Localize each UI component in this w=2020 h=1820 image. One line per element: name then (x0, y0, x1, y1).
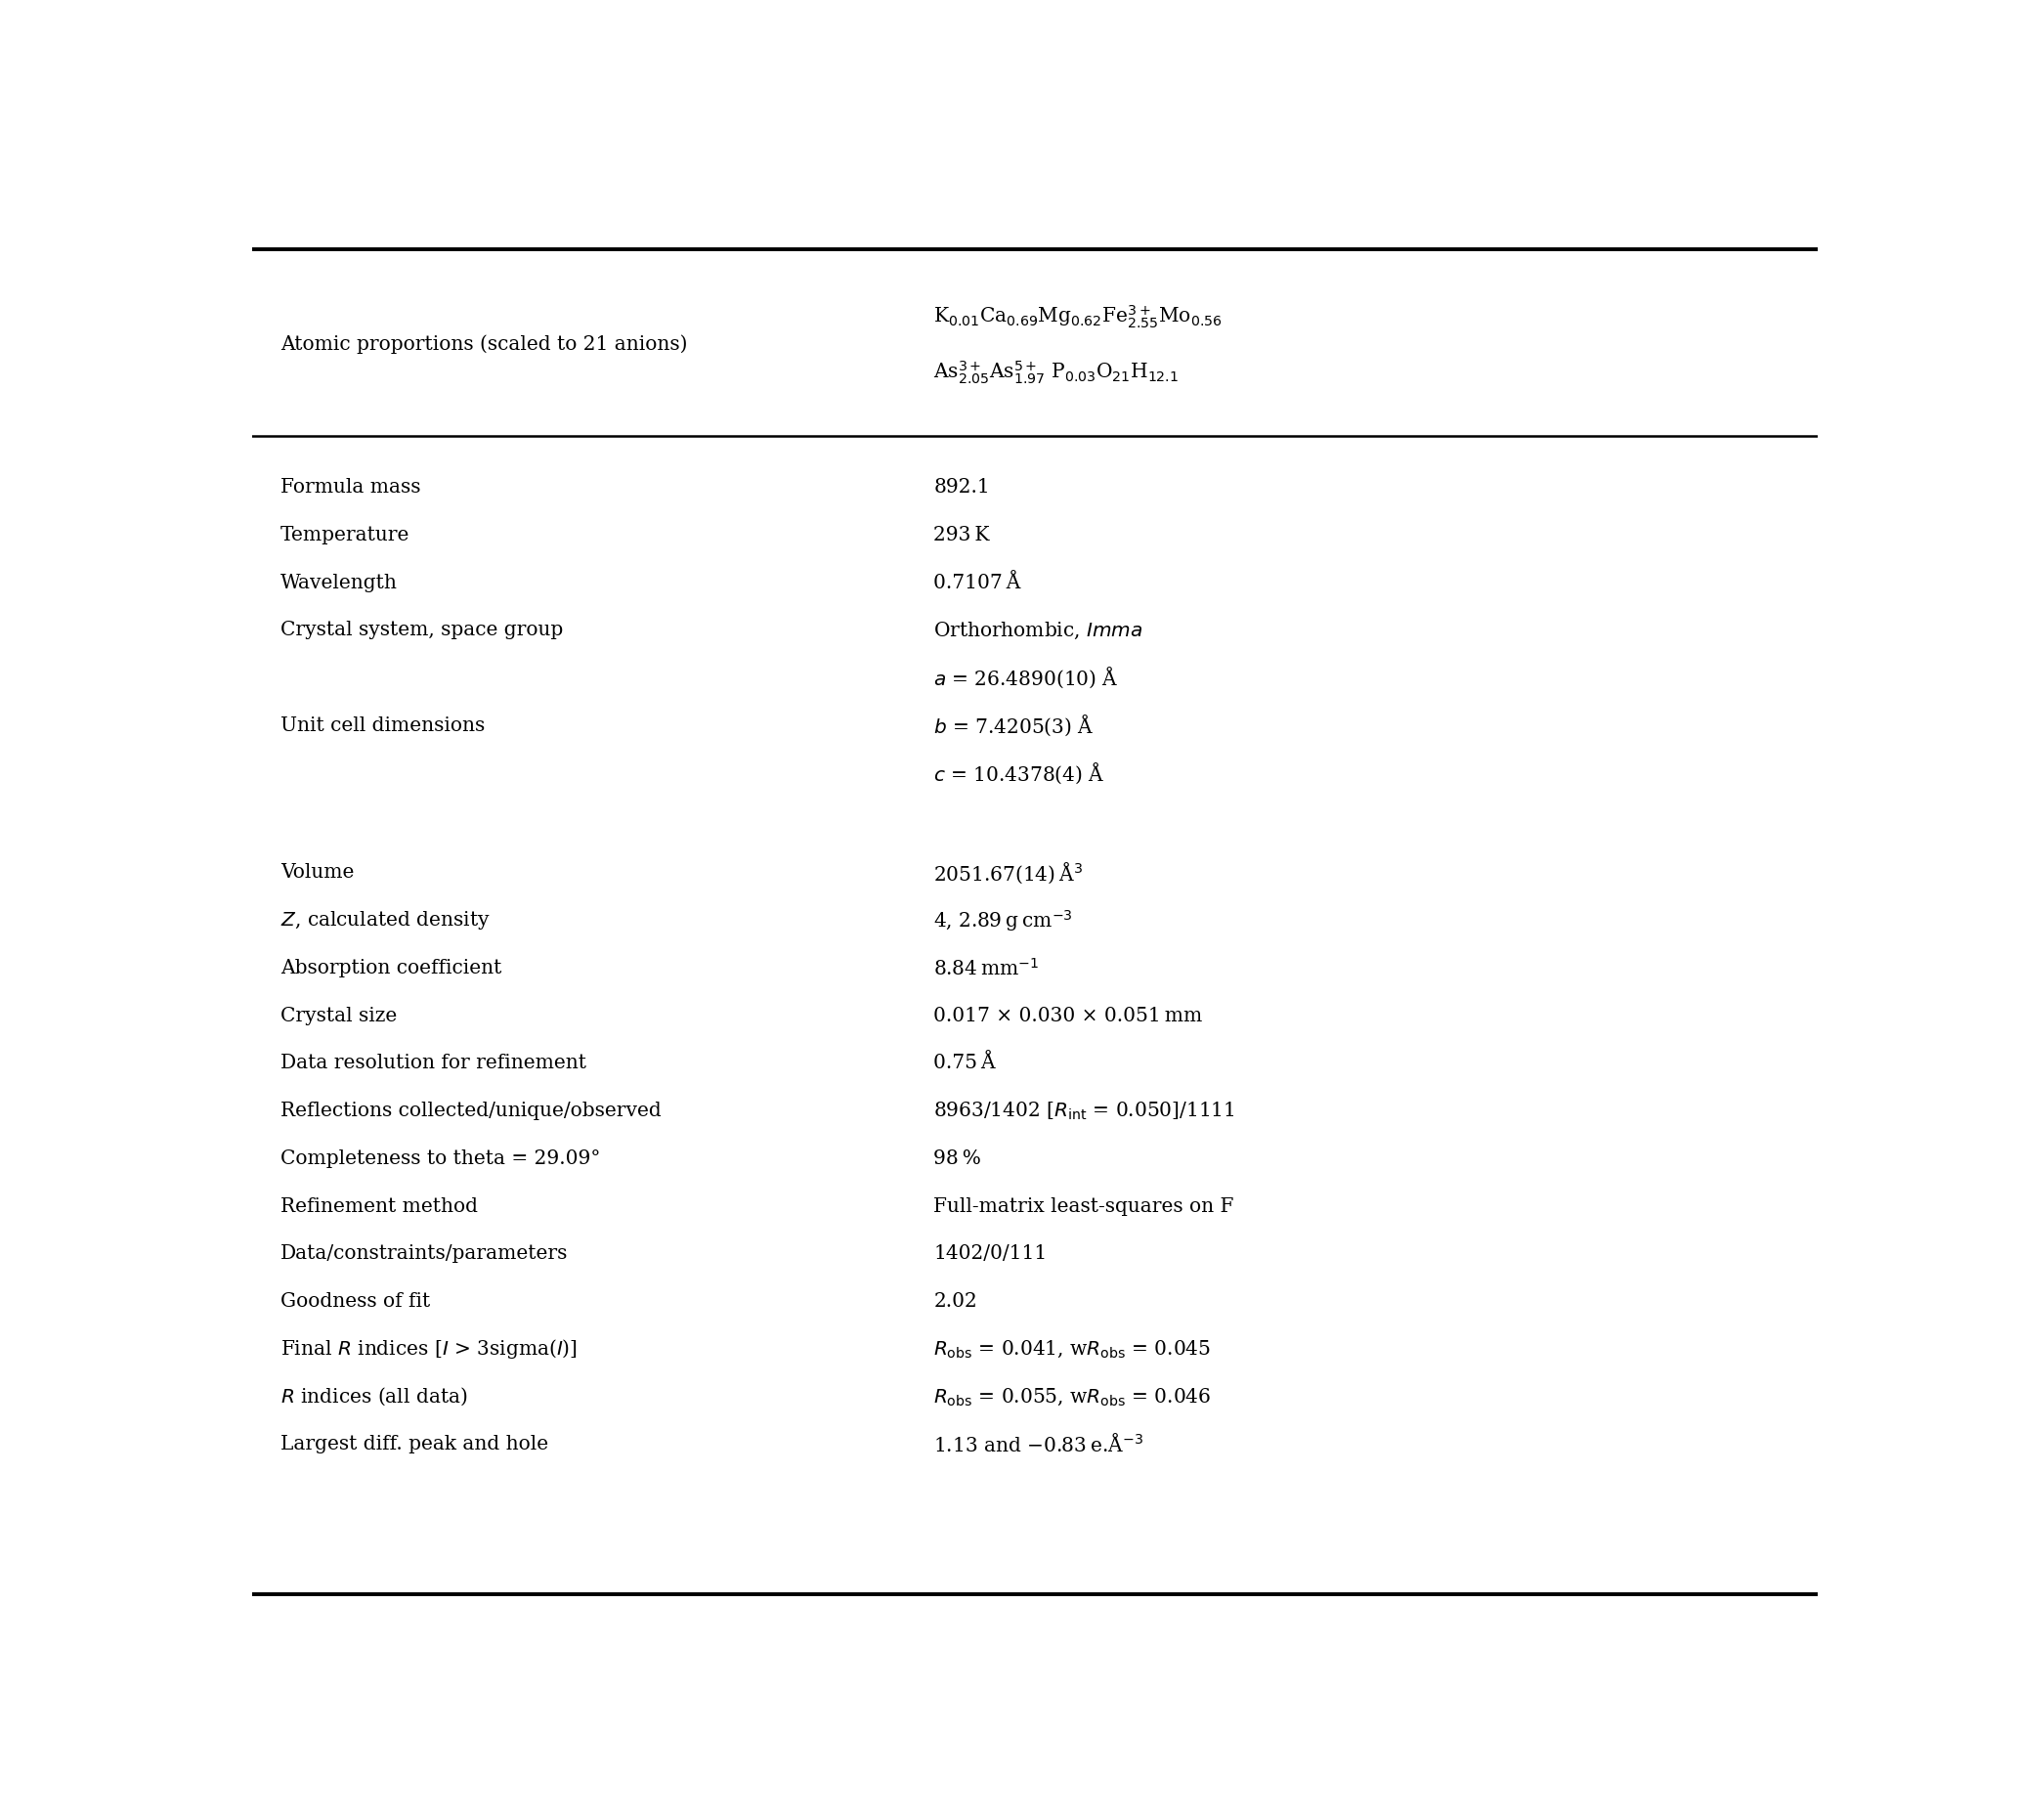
Text: Data/constraints/parameters: Data/constraints/parameters (281, 1245, 568, 1263)
Text: $Z$, calculated density: $Z$, calculated density (281, 910, 491, 932)
Text: Orthorhombic, $\mathit{Imma}$: Orthorhombic, $\mathit{Imma}$ (933, 621, 1143, 641)
Text: $R_{\mathrm{obs}}$ = 0.041, w$R_{\mathrm{obs}}$ = 0.045: $R_{\mathrm{obs}}$ = 0.041, w$R_{\mathrm… (933, 1340, 1212, 1360)
Text: 293 K: 293 K (933, 526, 990, 544)
Text: 0.75 Å: 0.75 Å (933, 1054, 996, 1072)
Text: Full-matrix least-squares on F: Full-matrix least-squares on F (933, 1198, 1234, 1216)
Text: 0.7107 Å: 0.7107 Å (933, 573, 1020, 592)
Text: $b$ = 7.4205(3) Å: $b$ = 7.4205(3) Å (933, 713, 1095, 739)
Text: Refinement method: Refinement method (281, 1198, 479, 1216)
Text: Atomic proportions (scaled to 21 anions): Atomic proportions (scaled to 21 anions) (281, 335, 687, 355)
Text: 0.017 × 0.030 × 0.051 mm: 0.017 × 0.030 × 0.051 mm (933, 1006, 1202, 1025)
Text: Goodness of fit: Goodness of fit (281, 1292, 430, 1310)
Text: Volume: Volume (281, 863, 354, 883)
Text: 8.84 mm$^{-1}$: 8.84 mm$^{-1}$ (933, 957, 1038, 979)
Text: Reflections collected/unique/observed: Reflections collected/unique/observed (281, 1101, 663, 1121)
Text: Final $R$ indices [$I$ > 3sigma($I$)]: Final $R$ indices [$I$ > 3sigma($I$)] (281, 1338, 578, 1361)
Text: $R_{\mathrm{obs}}$ = 0.055, w$R_{\mathrm{obs}}$ = 0.046: $R_{\mathrm{obs}}$ = 0.055, w$R_{\mathrm… (933, 1387, 1212, 1407)
Text: Wavelength: Wavelength (281, 573, 398, 592)
Text: 98 %: 98 % (933, 1150, 982, 1168)
Text: $a$ = 26.4890(10) Å: $a$ = 26.4890(10) Å (933, 666, 1119, 690)
Text: 892.1: 892.1 (933, 479, 990, 497)
Text: 8963/1402 [$R_{\mathrm{int}}$ = 0.050]/1111: 8963/1402 [$R_{\mathrm{int}}$ = 0.050]/1… (933, 1101, 1234, 1121)
Text: As$^{3+}_{2.05}$As$^{5+}_{1.97}$ P$_{0.03}$O$_{21}$H$_{12.1}$: As$^{3+}_{2.05}$As$^{5+}_{1.97}$ P$_{0.0… (933, 359, 1180, 386)
Text: Formula mass: Formula mass (281, 479, 420, 497)
Text: 2051.67(14) Å$^{3}$: 2051.67(14) Å$^{3}$ (933, 861, 1083, 885)
Text: 2.02: 2.02 (933, 1292, 978, 1310)
Text: Temperature: Temperature (281, 526, 410, 544)
Text: $R$ indices (all data): $R$ indices (all data) (281, 1387, 469, 1409)
Text: Completeness to theta = 29.09°: Completeness to theta = 29.09° (281, 1150, 600, 1168)
Text: 1.13 and −0.83 e.Å$^{-3}$: 1.13 and −0.83 e.Å$^{-3}$ (933, 1434, 1143, 1456)
Text: 4, 2.89 g cm$^{-3}$: 4, 2.89 g cm$^{-3}$ (933, 908, 1073, 934)
Text: Absorption coefficient: Absorption coefficient (281, 959, 501, 977)
Text: K$_{0.01}$Ca$_{0.69}$Mg$_{0.62}$Fe$^{3+}_{2.55}$Mo$_{0.56}$: K$_{0.01}$Ca$_{0.69}$Mg$_{0.62}$Fe$^{3+}… (933, 304, 1222, 329)
Text: 1402/0/111: 1402/0/111 (933, 1245, 1046, 1263)
Text: $c$ = 10.4378(4) Å: $c$ = 10.4378(4) Å (933, 761, 1105, 786)
Text: Unit cell dimensions: Unit cell dimensions (281, 717, 485, 735)
Text: Crystal size: Crystal size (281, 1006, 398, 1025)
Text: Largest diff. peak and hole: Largest diff. peak and hole (281, 1436, 549, 1454)
Text: Crystal system, space group: Crystal system, space group (281, 621, 564, 639)
Text: Data resolution for refinement: Data resolution for refinement (281, 1054, 586, 1072)
